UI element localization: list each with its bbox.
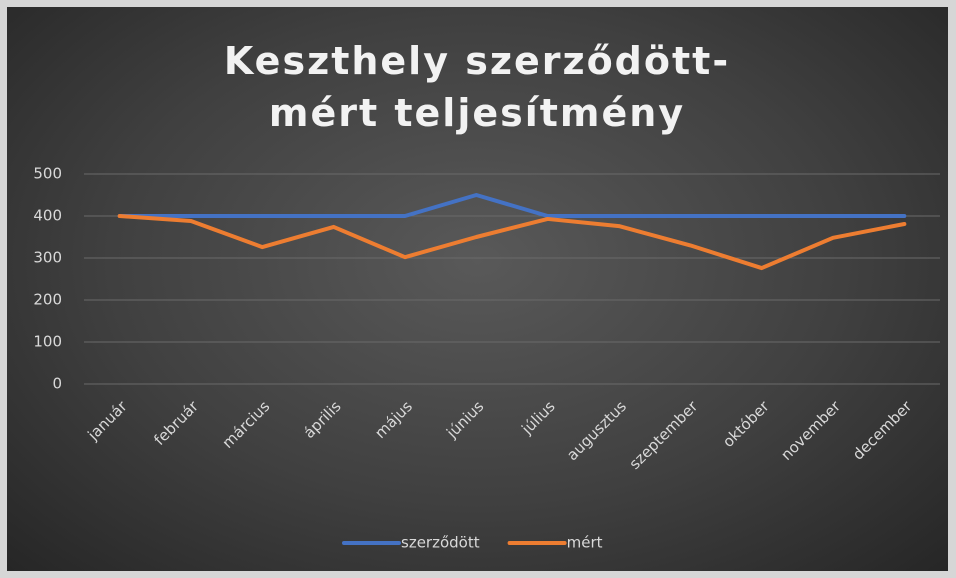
series-line [117, 214, 907, 271]
chart-title: Keszthely szerződött-mért teljesítmény [223, 39, 731, 135]
chart: 0 100 200 300 400 500 január február március ápri… [33, 165, 940, 552]
x-tick-label: december [849, 397, 916, 464]
legend-label: mért [567, 534, 603, 552]
chart-frame: Keszthely szerződött-mért teljesítmény 0… [7, 7, 948, 571]
x-tick-label: május [371, 397, 416, 442]
x-tick-label: március [219, 397, 274, 452]
y-tick-label: 500 [33, 165, 62, 183]
y-tick-label: 200 [33, 291, 62, 309]
y-tick-label: 100 [33, 333, 62, 351]
x-tick-label: január [83, 397, 131, 445]
legend-label: szerződött [401, 534, 480, 552]
y-tick-label: 0 [52, 375, 62, 393]
x-tick-label: július [517, 397, 558, 438]
x-tick-label: február [150, 397, 202, 449]
y-tick-label: 300 [33, 249, 62, 267]
series-line [117, 193, 907, 218]
x-tick-label: október [719, 397, 773, 451]
y-tick-label: 400 [33, 207, 62, 225]
x-tick-label: június [442, 397, 487, 442]
x-tick-label: augusztus [563, 397, 630, 464]
x-tick-label: szeptember [626, 397, 702, 473]
x-tick-label: november [777, 397, 844, 464]
x-tick-label: április [300, 397, 345, 442]
